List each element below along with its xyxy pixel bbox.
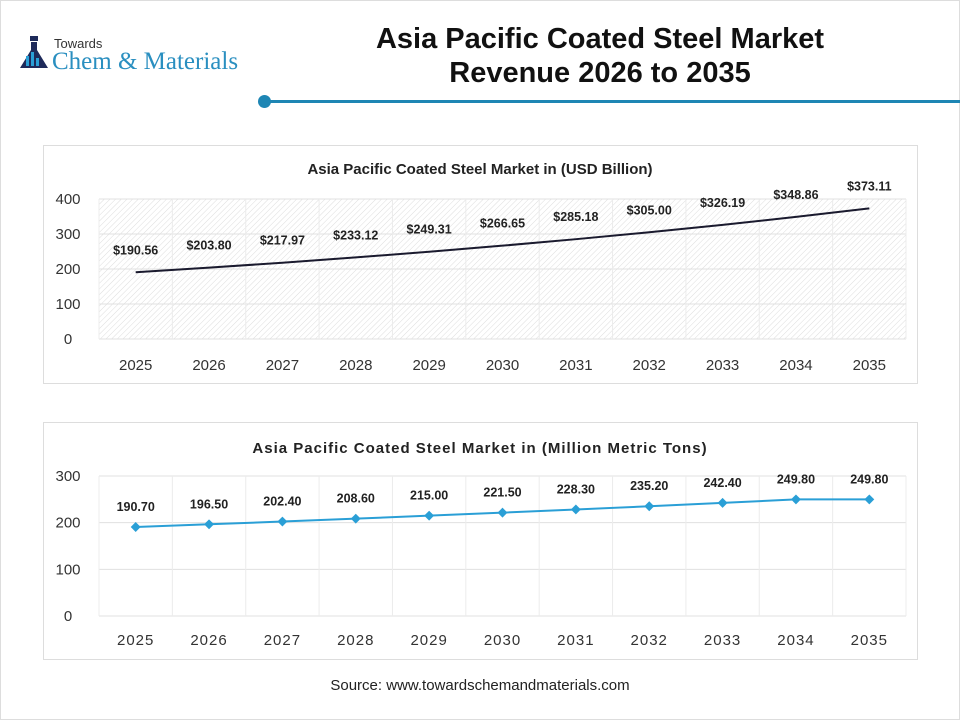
x-tick-label: 2027 <box>266 357 299 374</box>
data-point <box>424 510 435 521</box>
x-tick-label: 2033 <box>704 632 741 649</box>
source-text: Source: www.towardschemandmaterials.com <box>330 677 630 694</box>
x-tick-label: 2030 <box>484 632 521 649</box>
x-tick-label: 2035 <box>853 357 886 374</box>
y-tick-label: 300 <box>55 226 80 243</box>
y-tick-label: 100 <box>55 296 80 313</box>
data-label: $217.97 <box>260 234 305 248</box>
data-point <box>277 516 288 527</box>
data-label: 202.40 <box>263 495 301 509</box>
data-point <box>864 494 875 505</box>
flask-logo-icon <box>20 36 48 68</box>
x-tick-label: 2028 <box>337 632 374 649</box>
x-tick-label: 2028 <box>339 357 372 374</box>
data-label: $266.65 <box>480 217 525 231</box>
x-tick-label: 2034 <box>779 357 812 374</box>
data-label: $305.00 <box>627 203 672 217</box>
data-label: $326.19 <box>700 196 745 210</box>
data-point <box>717 497 728 508</box>
x-tick-label: 2029 <box>410 632 447 649</box>
x-tick-label: 2032 <box>633 357 666 374</box>
data-label: $373.11 <box>847 179 892 193</box>
chart-usd: Asia Pacific Coated Steel Market in (USD… <box>55 161 907 374</box>
x-tick-label: 2035 <box>851 632 888 649</box>
x-tick-label: 2027 <box>264 632 301 649</box>
x-tick-label: 2031 <box>557 632 594 649</box>
data-label: $348.86 <box>773 188 818 202</box>
logo-top-text: Towards <box>54 36 103 51</box>
chart-title: Asia Pacific Coated Steel Market in (Mil… <box>252 440 707 457</box>
x-tick-label: 2033 <box>706 357 739 374</box>
y-tick-label: 0 <box>64 331 72 348</box>
data-label: 249.80 <box>777 472 815 486</box>
logo-main-text: Chem & Materials <box>52 48 239 75</box>
y-tick-label: 200 <box>55 515 80 532</box>
chart-usd-box: Asia Pacific Coated Steel Market in (USD… <box>43 145 918 384</box>
data-label: 215.00 <box>410 489 448 503</box>
data-label: $203.80 <box>186 239 231 253</box>
data-label: $190.56 <box>113 243 158 257</box>
data-label: 228.30 <box>557 482 595 496</box>
y-tick-label: 200 <box>55 261 80 278</box>
x-tick-label: 2030 <box>486 357 519 374</box>
data-label: $285.18 <box>553 210 598 224</box>
title-rule <box>264 100 960 103</box>
data-point <box>791 494 801 505</box>
data-label: $233.12 <box>333 228 378 242</box>
chart-tons: Asia Pacific Coated Steel Market in (Mil… <box>55 440 907 649</box>
data-point <box>204 519 214 530</box>
data-point <box>570 504 581 515</box>
x-tick-label: 2029 <box>412 357 445 374</box>
data-point <box>497 507 508 518</box>
x-tick-label: 2032 <box>631 632 668 649</box>
data-label: 208.60 <box>337 492 375 506</box>
x-tick-label: 2034 <box>777 632 814 649</box>
data-label: 221.50 <box>483 486 521 500</box>
y-tick-label: 300 <box>55 468 80 485</box>
data-label: 249.80 <box>850 472 888 486</box>
x-tick-label: 2026 <box>192 357 225 374</box>
x-tick-label: 2026 <box>190 632 227 649</box>
data-point <box>644 501 655 512</box>
data-label: 235.20 <box>630 479 668 493</box>
data-point <box>350 513 361 524</box>
series-line <box>135 207 870 274</box>
y-tick-label: 400 <box>55 191 80 208</box>
y-tick-label: 0 <box>64 608 72 625</box>
data-label: $249.31 <box>407 223 452 237</box>
data-point <box>130 522 141 532</box>
chart-tons-box: Asia Pacific Coated Steel Market in (Mil… <box>43 422 918 660</box>
data-label: 242.40 <box>703 476 741 490</box>
chart-title: Asia Pacific Coated Steel Market in (USD… <box>307 161 652 178</box>
x-tick-label: 2025 <box>119 357 152 374</box>
data-label: 190.70 <box>117 500 155 514</box>
x-tick-label: 2025 <box>117 632 154 649</box>
title-line-2: Revenue 2026 to 2035 <box>449 57 751 89</box>
y-tick-label: 100 <box>55 561 80 578</box>
data-label: 196.50 <box>190 497 228 511</box>
title-line-1: Asia Pacific Coated Steel Market <box>375 23 825 55</box>
x-tick-label: 2031 <box>559 357 592 374</box>
page-title: Asia Pacific Coated Steel Market Revenue… <box>330 22 870 90</box>
